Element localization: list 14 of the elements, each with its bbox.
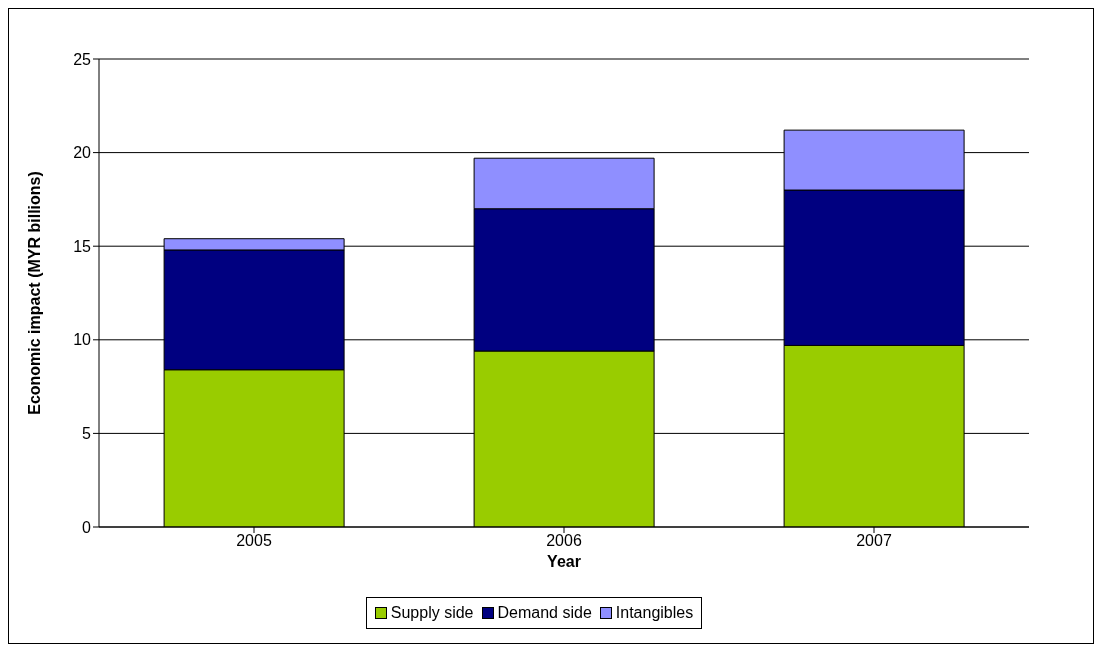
x-tick-label: 2007: [856, 532, 892, 550]
y-tick-label: 0: [82, 518, 92, 536]
x-tick-label: 2005: [236, 532, 272, 550]
y-tick-label: 15: [73, 237, 92, 255]
y-tick-label: 10: [73, 331, 92, 349]
y-tick-label: 20: [73, 144, 92, 162]
y-tick-label: 25: [73, 50, 92, 68]
y-axis-title: Economic impact (MYR billions): [25, 171, 43, 415]
legend-label: Demand side: [496, 604, 592, 622]
x-tick-label: 2006: [546, 532, 582, 550]
legend-label: Supply side: [389, 604, 474, 622]
x-axis-title: Year: [547, 553, 581, 570]
y-tick-label: 5: [82, 425, 92, 443]
legend-label: Intangibles: [614, 604, 694, 622]
